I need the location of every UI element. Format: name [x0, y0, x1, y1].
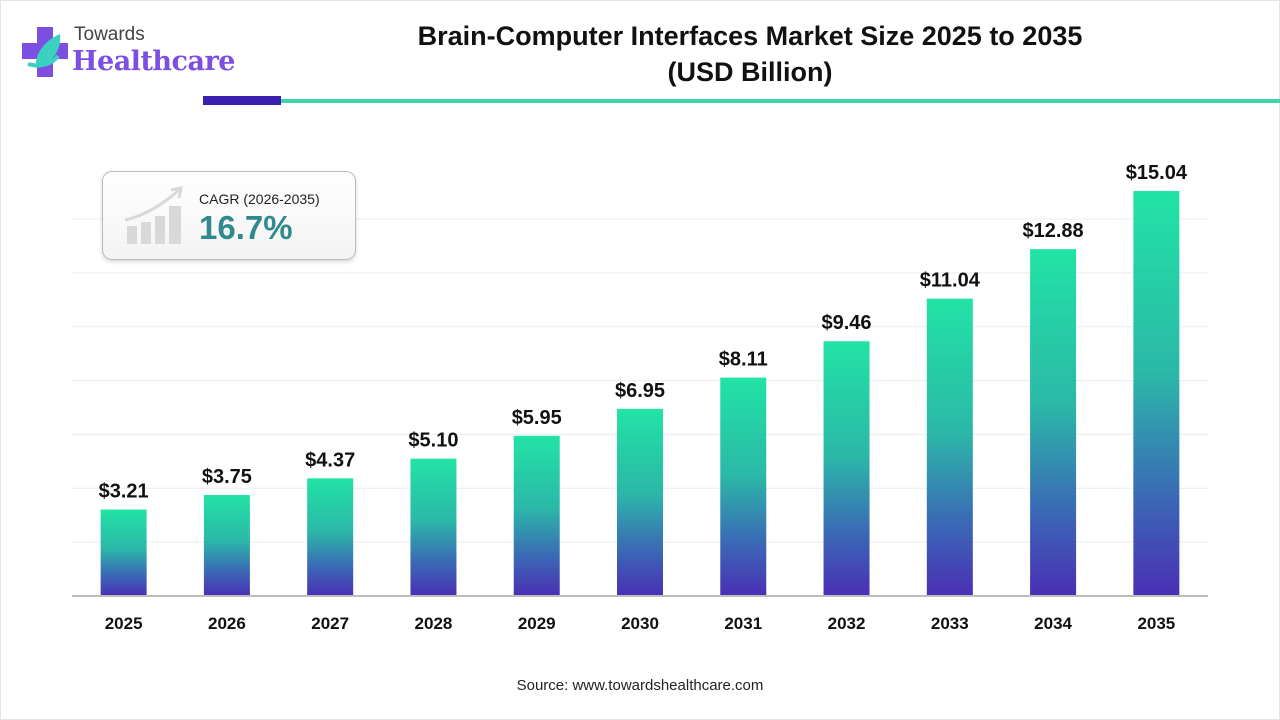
bar-2033 [926, 298, 973, 596]
data-label: $4.37 [305, 449, 355, 471]
data-label: $15.04 [1126, 162, 1188, 184]
data-label: $3.75 [202, 466, 252, 488]
accent-bar-dark [203, 96, 281, 105]
data-label: $3.21 [99, 481, 149, 503]
bar-2034 [1030, 249, 1077, 596]
bar-2030 [617, 408, 663, 596]
bar-2032 [823, 341, 870, 596]
title-line-2: (USD Billion) [667, 57, 833, 87]
accent-bar-light [281, 99, 1280, 103]
growth-chart-icon [124, 186, 183, 244]
title-line-1: Brain-Computer Interfaces Market Size 20… [417, 21, 1083, 51]
x-tick-label: 2032 [828, 614, 866, 633]
x-tick-label: 2030 [621, 614, 659, 633]
x-tick-label: 2029 [518, 614, 556, 633]
bar-2035 [1133, 190, 1180, 597]
logo-text-healthcare: Healthcare [72, 46, 235, 77]
x-tick-label: 2027 [311, 614, 349, 633]
data-label: $5.95 [512, 407, 562, 429]
x-tick-label: 2033 [931, 614, 969, 633]
source-note: Source: www.towardshealthcare.com [516, 677, 764, 694]
bar-2026 [203, 495, 250, 596]
bar-2027 [307, 478, 354, 596]
medical-cross-icon [22, 27, 68, 77]
bar-2028 [410, 458, 457, 596]
x-tick-label: 2031 [724, 614, 762, 633]
data-label: $8.11 [719, 349, 768, 371]
data-label: $12.88 [1023, 220, 1084, 242]
bar-2031 [720, 377, 767, 596]
logo: Towards Healthcare [22, 22, 242, 82]
data-label: $11.04 [920, 270, 981, 292]
x-tick-label: 2035 [1137, 614, 1175, 633]
data-label: $5.10 [408, 430, 458, 452]
bar-2025 [100, 509, 147, 596]
cagr-box: CAGR (2026-2035) 16.7% [102, 171, 356, 260]
x-tick-label: 2034 [1034, 614, 1072, 633]
x-tick-label: 2026 [208, 614, 246, 633]
cagr-label: CAGR (2026-2035) [199, 191, 320, 207]
data-label: $6.95 [615, 380, 665, 402]
data-label: $9.46 [822, 312, 872, 334]
x-tick-label: 2028 [415, 614, 453, 633]
x-tick-label: 2025 [105, 614, 143, 633]
bar-2029 [513, 435, 560, 596]
logo-text-towards: Towards [74, 24, 145, 45]
cagr-value: 16.7% [199, 209, 293, 246]
chart-title: Brain-Computer Interfaces Market Size 20… [330, 18, 1170, 90]
